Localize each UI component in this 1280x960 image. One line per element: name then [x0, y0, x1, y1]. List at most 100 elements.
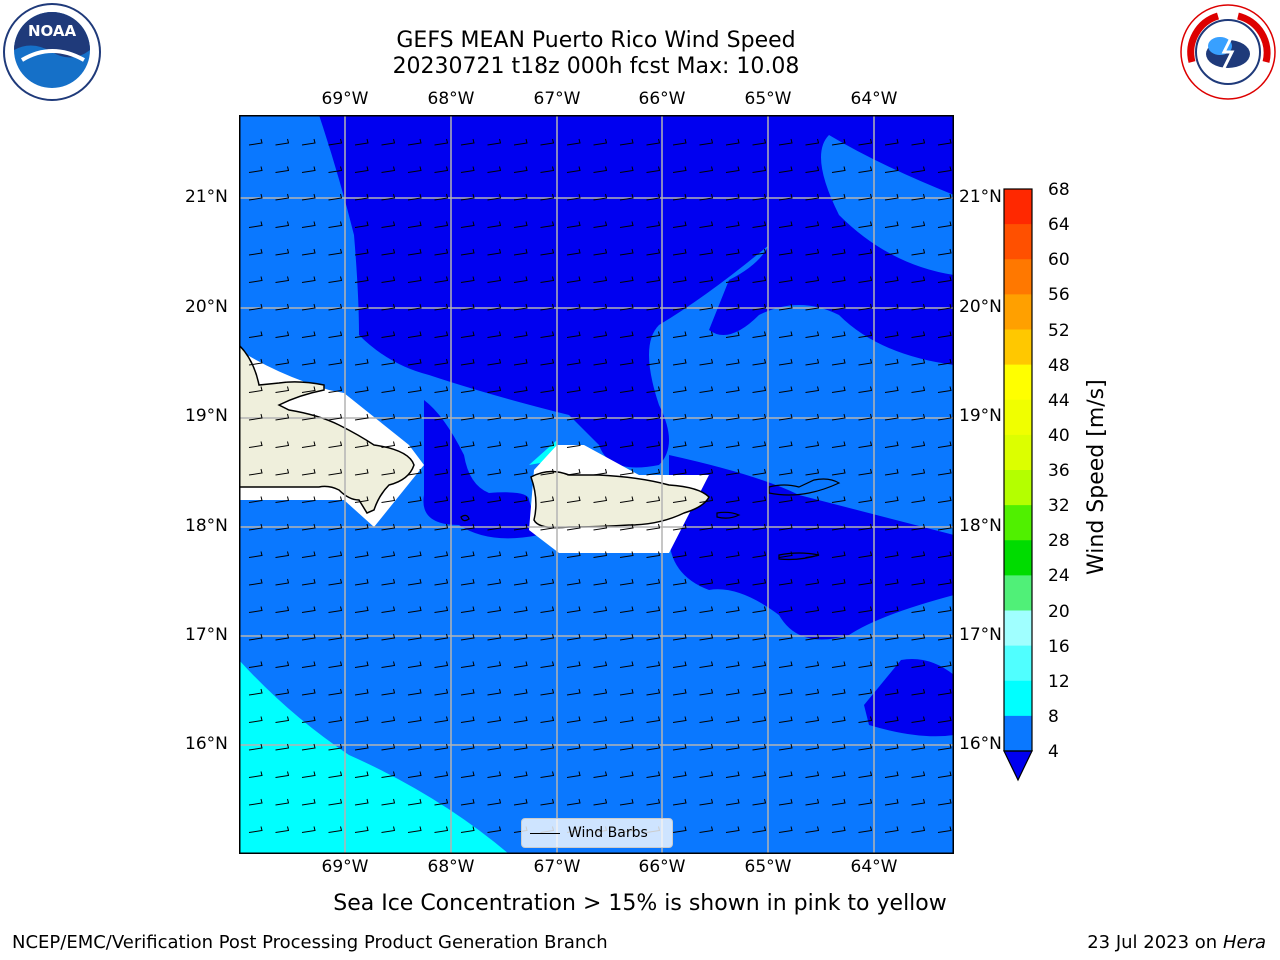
wind-barb: [275, 331, 290, 338]
wind-barb: [381, 303, 396, 311]
wind-barb: [301, 303, 316, 311]
wind-barb: [540, 523, 555, 531]
wind-barb: [275, 193, 290, 201]
wind-barb: [275, 551, 290, 558]
wind-barb: [646, 303, 661, 311]
wind-barb: [301, 771, 316, 778]
wind-barb: [937, 193, 952, 201]
wind-barb: [328, 248, 343, 256]
wind-barb: [858, 358, 873, 366]
wind-barb: [937, 221, 952, 228]
wind-barb: [354, 413, 369, 421]
wind-barb: [301, 633, 316, 641]
wind-barb: [831, 578, 846, 586]
wind-barb: [619, 551, 634, 558]
wind-barb: [672, 523, 687, 531]
wind-barb: [540, 661, 555, 668]
wind-barb: [831, 743, 846, 751]
footer-date-text: 23 Jul 2023 on: [1087, 932, 1218, 953]
wind-barb: [566, 523, 581, 531]
wind-barb: [619, 248, 634, 256]
wind-barbs-layer: [248, 138, 952, 833]
colorbar-tick-label: 44: [1048, 390, 1070, 411]
wind-barb: [381, 523, 396, 531]
wind-barb: [699, 166, 714, 173]
wind-barb: [858, 798, 873, 806]
wind-barb: [487, 303, 502, 311]
wind-barb: [725, 606, 740, 613]
wind-barb: [540, 166, 555, 173]
wind-barb: [646, 688, 661, 696]
wind-barb: [487, 138, 502, 146]
wind-barb: [911, 358, 926, 366]
wind-barb: [619, 798, 634, 806]
wind-barb: [858, 441, 873, 448]
colorbar-cell: [1004, 189, 1032, 225]
lon-label-bottom-1: 69°W: [321, 857, 369, 877]
wind-barb: [593, 276, 608, 283]
wind-barb: [752, 826, 767, 833]
wind-barb: [434, 743, 449, 751]
wind-barb: [778, 743, 793, 751]
wind-barb: [752, 248, 767, 256]
wind-barb: [646, 413, 661, 421]
wind-barb: [301, 358, 316, 366]
wind-barb: [513, 193, 528, 201]
wind-barb: [434, 331, 449, 338]
wind-barb: [381, 606, 396, 613]
wind-barb: [381, 743, 396, 751]
wind-barb: [328, 468, 343, 476]
lat-label-right-6: 16°N: [959, 734, 1002, 754]
wind-barb: [884, 496, 899, 503]
wind-barb: [513, 413, 528, 421]
wind-barb: [619, 633, 634, 641]
wind-barb: [513, 496, 528, 503]
colorbar-cell: [1004, 364, 1032, 401]
wind-barb: [487, 826, 502, 833]
wind-barb: [275, 496, 290, 503]
wind-barb: [566, 303, 581, 311]
wind-barb: [301, 276, 316, 283]
wind-barb: [619, 193, 634, 201]
wind-barb: [354, 826, 369, 833]
wind-barb: [354, 496, 369, 503]
wind-barb: [566, 688, 581, 696]
wind-barb: [566, 578, 581, 586]
wind-barb: [301, 716, 316, 723]
wind-barb: [858, 193, 873, 201]
wind-barb: [328, 413, 343, 421]
wind-barb: [248, 221, 263, 228]
wind-barb: [566, 193, 581, 201]
wind-barb: [381, 826, 396, 833]
wind-barb: [778, 496, 793, 503]
wind-barb: [407, 468, 422, 476]
wind-barb: [593, 551, 608, 558]
wind-barb: [460, 716, 475, 723]
wind-barb: [725, 468, 740, 476]
wind-barb: [672, 386, 687, 393]
wind-barb: [752, 193, 767, 201]
wind-barb: [911, 578, 926, 586]
lat-label-left-2: 20°N: [185, 297, 228, 317]
wind-barb: [593, 578, 608, 586]
wind-barb: [434, 303, 449, 311]
wind-barb: [619, 331, 634, 338]
wind-barb: [354, 743, 369, 751]
wind-barb: [619, 523, 634, 531]
wind-barb: [513, 221, 528, 228]
wind-barb: [460, 248, 475, 256]
wind-barb: [646, 386, 661, 393]
wind-barb: [778, 358, 793, 366]
wind-barb: [619, 743, 634, 751]
wind-barb: [646, 221, 661, 228]
wind-barb: [858, 716, 873, 723]
wind-barb: [805, 386, 820, 393]
wind-barb: [778, 331, 793, 338]
wind-barb: [540, 193, 555, 201]
wind-barb: [593, 386, 608, 393]
wind-barb: [646, 551, 661, 558]
wind-barb: [699, 386, 714, 393]
colorbar-title: Wind Speed [m/s]: [1084, 379, 1109, 575]
wind-barb: [540, 716, 555, 723]
wind-barb: [513, 688, 528, 696]
